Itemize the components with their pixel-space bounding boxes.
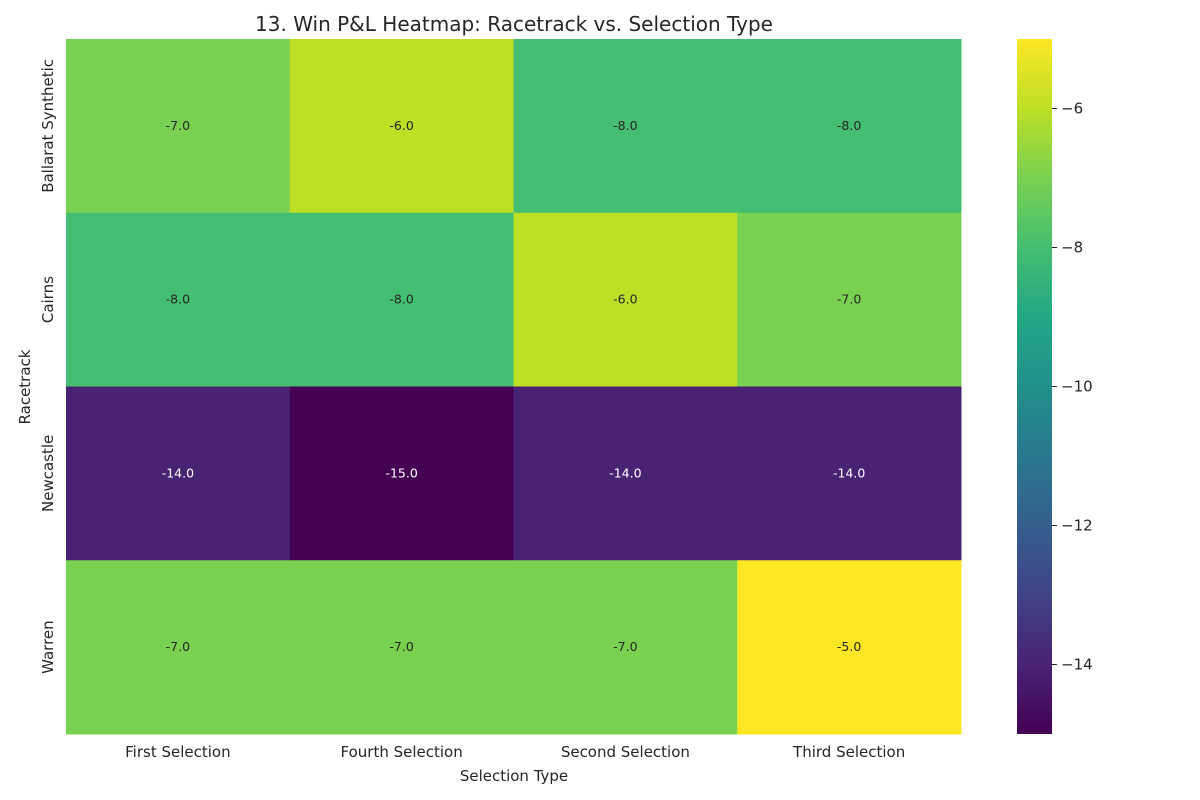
cell-value-label: -15.0: [385, 465, 417, 480]
colorbar-tick-label: −6: [1061, 100, 1083, 118]
heatmap-cell: [66, 386, 291, 561]
heatmap-cell: [66, 39, 291, 214]
cell-value-label: -8.0: [389, 292, 413, 307]
heatmap-cell: [737, 560, 962, 735]
cell-value-label: -14.0: [609, 465, 641, 480]
x-axis-ticks: First Selection Fourth Selection Second Se…: [125, 743, 905, 761]
heatmap-cell: [289, 39, 514, 214]
colorbar-tick-label: −12: [1061, 517, 1093, 535]
cell-value-label: -7.0: [166, 118, 190, 133]
heatmap-cell: [66, 212, 291, 387]
heatmap-cell: [513, 560, 738, 735]
heatmap-cell: [737, 212, 962, 387]
heatmap-cell: [737, 39, 962, 214]
colorbar: [1017, 39, 1052, 734]
x-tick-label: Second Selection: [561, 743, 690, 761]
y-axis-label: Racetrack: [16, 349, 34, 424]
y-tick-label: Cairns: [39, 276, 57, 323]
y-tick-label: Newcastle: [39, 435, 57, 512]
colorbar-tick-label: −10: [1061, 378, 1093, 396]
heatmap-cell: [513, 39, 738, 214]
heatmap-cell: [66, 560, 291, 735]
cell-value-label: -7.0: [166, 639, 190, 654]
cell-value-label: -6.0: [613, 292, 637, 307]
colorbar-ticks: −14 −12 −10 −8 −6: [1052, 100, 1093, 674]
x-axis-label: Selection Type: [460, 767, 568, 785]
heatmap-cell: [513, 386, 738, 561]
heatmap-cell: [289, 212, 514, 387]
y-axis-ticks: Ballarat Synthetic Cairns Newcastle Warren: [39, 59, 57, 674]
heatmap-cell: [289, 386, 514, 561]
heatmap-cells: [66, 39, 962, 735]
cell-value-label: -5.0: [837, 639, 861, 654]
x-tick-label: Third Selection: [792, 743, 905, 761]
colorbar-tick-label: −8: [1061, 239, 1083, 257]
heatmap-cell: [737, 386, 962, 561]
heatmap-cell: [289, 560, 514, 735]
x-tick-label: Fourth Selection: [341, 743, 463, 761]
y-tick-label: Warren: [39, 620, 57, 674]
cell-value-label: -6.0: [389, 118, 413, 133]
chart-title: 13. Win P&L Heatmap: Racetrack vs. Selec…: [255, 12, 773, 36]
cell-value-label: -7.0: [837, 292, 861, 307]
cell-value-label: -7.0: [613, 639, 637, 654]
cell-value-label: -14.0: [162, 465, 194, 480]
heatmap-cell-labels: -7.0 -6.0 -8.0 -8.0 -8.0 -8.0 -6.0 -7.0 -14.0 -15…: [162, 118, 866, 654]
cell-value-label: -14.0: [833, 465, 865, 480]
heatmap-cell: [513, 212, 738, 387]
y-tick-label: Ballarat Synthetic: [39, 59, 57, 193]
cell-value-label: -8.0: [613, 118, 637, 133]
cell-value-label: -8.0: [837, 118, 861, 133]
x-tick-label: First Selection: [125, 743, 230, 761]
cell-value-label: -7.0: [389, 639, 413, 654]
cell-value-label: -8.0: [166, 292, 190, 307]
colorbar-tick-label: −14: [1061, 656, 1093, 674]
